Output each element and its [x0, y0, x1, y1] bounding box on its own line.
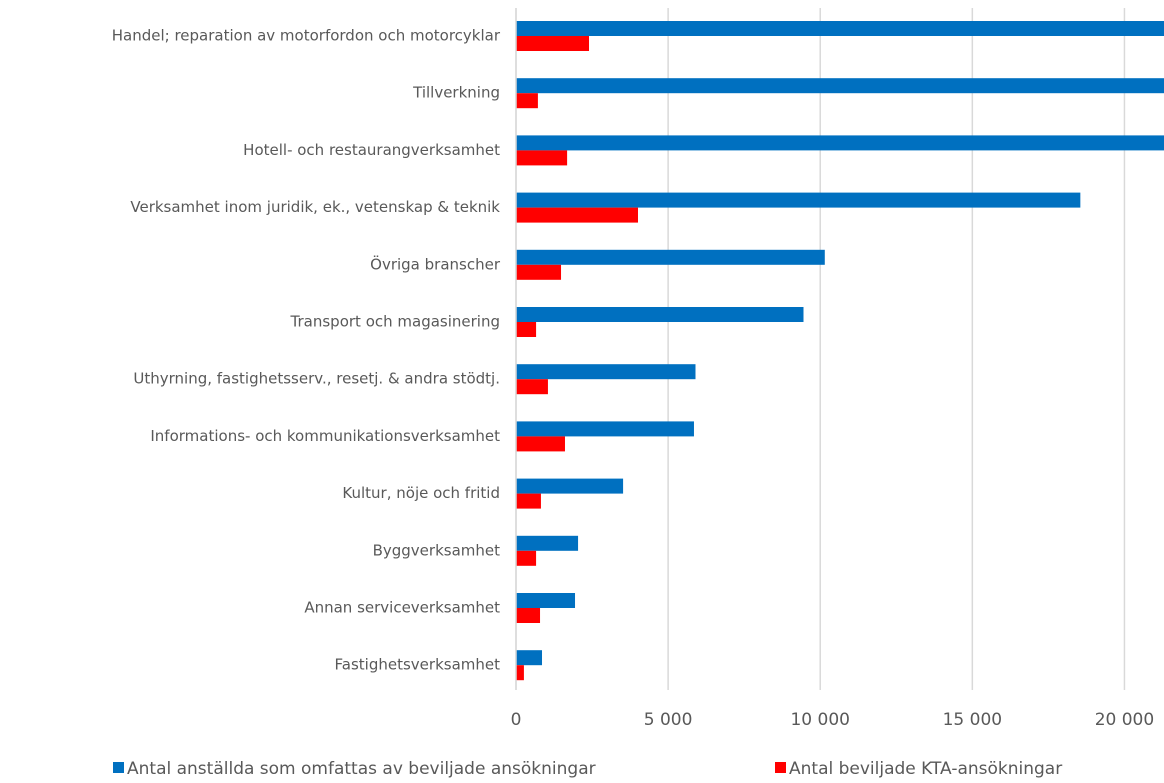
- y-tick-label: Informations- och kommunikationsverksamh…: [150, 427, 500, 445]
- bar: [516, 550, 537, 566]
- legend-label: Antal beviljade KTA-ansökningar: [789, 759, 1062, 779]
- y-tick-label: Kultur, nöje och fritid: [342, 484, 500, 502]
- x-tick-label: 5 000: [644, 710, 693, 730]
- bar: [516, 478, 624, 494]
- bar: [516, 593, 576, 608]
- bar: [516, 665, 524, 681]
- bar: [516, 93, 538, 109]
- y-tick-label: Handel; reparation av motorfordon och mo…: [112, 27, 501, 45]
- y-tick-label: Transport och magasinering: [290, 313, 500, 331]
- bar: [516, 364, 696, 380]
- bar: [516, 307, 804, 322]
- bar: [516, 207, 638, 223]
- legend-swatch: [113, 762, 124, 773]
- bar: [516, 192, 1081, 208]
- bar: [516, 608, 541, 623]
- bar: [516, 135, 1164, 151]
- bar: [516, 78, 1164, 94]
- bar: [516, 650, 543, 666]
- bar: [516, 36, 590, 51]
- bar: [516, 264, 562, 280]
- grid: [515, 8, 1126, 690]
- y-tick-label: Byggverksamhet: [373, 541, 501, 559]
- bar: [516, 150, 568, 166]
- x-tick-label: 20 000: [1095, 710, 1154, 730]
- y-tick-label: Fastighetsverksamhet: [335, 656, 501, 674]
- y-tick-label: Verksamhet inom juridik, ek., vetenskap …: [130, 198, 500, 216]
- x-tick-label: 10 000: [790, 710, 849, 730]
- y-tick-label: Tillverkning: [412, 84, 500, 102]
- bar: [516, 379, 548, 395]
- x-tick-label: 15 000: [943, 710, 1002, 730]
- bar: [516, 21, 1164, 36]
- y-tick-label: Hotell- och restaurangverksamhet: [243, 141, 500, 159]
- bar: [516, 249, 825, 265]
- x-tick-label: 0: [511, 710, 522, 730]
- y-tick-label: Annan serviceverksamhet: [304, 599, 500, 617]
- legend-label: Antal anställda som omfattas av beviljad…: [127, 759, 596, 779]
- y-tick-label: Övriga branscher: [370, 254, 501, 273]
- bars: [516, 21, 1164, 681]
- bar: [516, 322, 537, 337]
- bar: [516, 421, 694, 437]
- bar: [516, 535, 579, 551]
- bar: [516, 493, 541, 509]
- y-tick-label: Uthyrning, fastighetsserv., resetj. & an…: [133, 370, 500, 388]
- legend-swatch: [775, 762, 786, 773]
- bar: [516, 436, 565, 452]
